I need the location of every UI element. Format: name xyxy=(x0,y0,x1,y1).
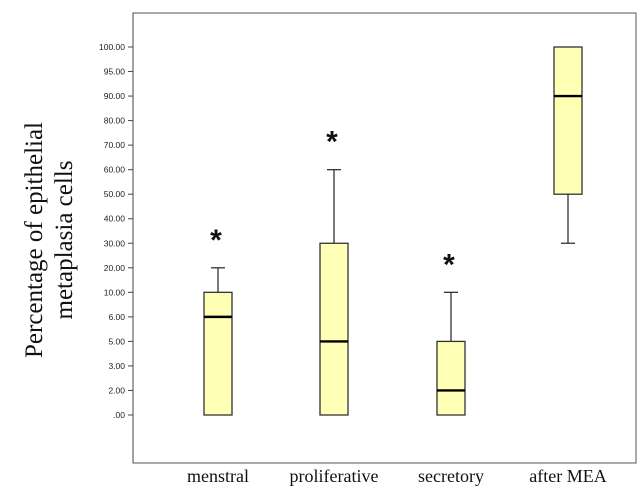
y-tick-label: 90.00 xyxy=(104,91,126,101)
box-proliferative: * xyxy=(319,126,349,416)
x-tick-label: menstral xyxy=(187,466,249,486)
box-after-mea xyxy=(553,46,583,244)
x-tick-label: after MEA xyxy=(529,466,606,486)
box-iqr xyxy=(319,242,349,416)
y-tick-label: 20.00 xyxy=(104,263,126,273)
box-secretory: * xyxy=(436,248,466,416)
x-tick-label: secretory xyxy=(418,466,484,486)
y-tick-label: .00 xyxy=(113,410,125,420)
y-axis-title-line-1: Percentage of epithelial xyxy=(21,122,48,358)
y-tick-label: 50.00 xyxy=(104,189,126,199)
y-tick-label: 6.00 xyxy=(108,312,125,322)
significance-marker: * xyxy=(443,248,455,281)
significance-marker: * xyxy=(326,126,338,159)
y-tick-label: 30.00 xyxy=(104,238,126,248)
y-tick-label: 5.00 xyxy=(108,336,125,346)
box-menstral: * xyxy=(203,224,233,416)
y-tick-label: 70.00 xyxy=(104,140,126,150)
y-tick-label: 10.00 xyxy=(104,287,126,297)
y-tick-label: 100.00 xyxy=(99,42,125,52)
y-tick-label: 80.00 xyxy=(104,116,126,126)
y-tick-label: 2.00 xyxy=(108,385,125,395)
y-tick-label: 40.00 xyxy=(104,214,126,224)
y-axis-title: Percentage of epithelial metaplasia cell… xyxy=(21,122,78,358)
boxes-group: * * * xyxy=(203,46,583,416)
x-axis: menstral proliferative secretory after MEA xyxy=(187,466,607,486)
significance-marker: * xyxy=(210,224,222,257)
box-iqr xyxy=(203,291,233,416)
y-axis: .00 2.00 3.00 5.00 6.00 10.00 20.00 30.00 40.00 5… xyxy=(99,13,134,463)
y-tick-label: 60.00 xyxy=(104,165,126,175)
box-iqr xyxy=(553,46,583,195)
y-axis-title-line-2: metaplasia cells xyxy=(51,161,78,320)
y-tick-label: 95.00 xyxy=(104,67,126,77)
box-iqr xyxy=(436,340,466,416)
x-tick-label: proliferative xyxy=(290,466,379,486)
y-tick-label: 3.00 xyxy=(108,361,125,371)
